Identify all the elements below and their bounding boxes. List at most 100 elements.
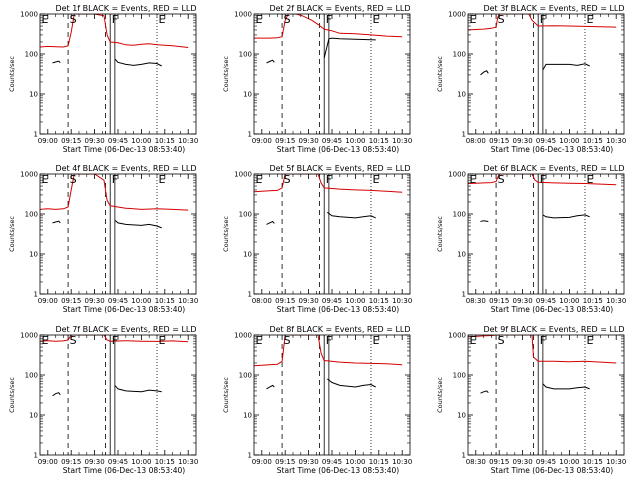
phase-marker: S (70, 334, 77, 347)
x-tick-label: 10:15 (583, 458, 603, 466)
plot-area (254, 14, 403, 134)
y-tick-label: 100 (25, 211, 38, 219)
phase-marker: E (256, 13, 263, 26)
x-tick-label: 10:15 (369, 137, 389, 145)
x-axis-label: Start Time (06-Dec-13 08:53:40) (63, 145, 185, 154)
y-tick-label: 1 (462, 291, 466, 299)
y-tick-label: 1000 (448, 11, 466, 19)
plot-area (468, 174, 617, 294)
x-axis-label: Start Time (06-Dec-13 08:53:40) (491, 145, 613, 154)
chart-title: Det 9f BLACK = Events, RED = LLD (483, 325, 624, 334)
x-tick-label: 10:30 (606, 458, 626, 466)
y-axis-label: Counts/sec (8, 377, 16, 413)
chart-title: Det 5f BLACK = Events, RED = LLD (269, 164, 410, 173)
x-tick-label: 09:15 (275, 297, 295, 305)
phase-marker: E (42, 173, 49, 186)
events-series-line (266, 384, 275, 390)
x-tick-label: 10:00 (559, 137, 579, 145)
x-tick-label: 09:30 (85, 458, 105, 466)
x-axis-label: Start Time (06-Dec-13 08:53:40) (63, 305, 185, 314)
events-series-line (327, 211, 376, 219)
x-tick-label: 10:30 (392, 137, 412, 145)
x-tick-label: 09:30 (299, 137, 319, 145)
chart-title: Det 6f BLACK = Events, RED = LLD (483, 164, 624, 173)
events-series-line (542, 63, 590, 71)
y-tick-label: 10 (29, 251, 38, 259)
chart-title: Det 1f BLACK = Events, RED = LLD (55, 4, 196, 13)
plot-frame (467, 334, 625, 456)
y-tick-label: 1000 (234, 11, 252, 19)
phase-marker: F (112, 173, 118, 186)
phase-marker: E (470, 334, 477, 347)
events-series-line (52, 392, 61, 397)
events-series-line (542, 383, 590, 390)
events-series-line (326, 378, 376, 388)
phase-marker: F (540, 334, 546, 347)
x-tick-label: 09:00 (38, 137, 58, 145)
chart-title: Det 8f BLACK = Events, RED = LLD (269, 325, 410, 334)
phase-marker: F (540, 13, 546, 26)
plot-area (468, 14, 617, 134)
x-tick-label: 09:45 (108, 458, 128, 466)
plot-area (254, 174, 403, 294)
plot-area (40, 14, 189, 134)
x-tick-label: 09:15 (61, 458, 81, 466)
y-tick-label: 1 (462, 131, 466, 139)
x-tick-label: 09:30 (299, 458, 319, 466)
y-tick-label: 1000 (234, 332, 252, 340)
y-tick-label: 100 (25, 51, 38, 59)
x-tick-label: 10:00 (345, 137, 365, 145)
x-tick-label: 10:30 (178, 297, 198, 305)
events-series-line (480, 390, 489, 394)
events-series-line (266, 59, 275, 64)
phase-marker: E (256, 173, 263, 186)
y-tick-label: 1 (248, 291, 252, 299)
x-tick-label: 10:30 (178, 458, 198, 466)
x-axis-label: Start Time (06-Dec-13 08:53:40) (277, 145, 399, 154)
x-tick-label: 09:45 (536, 137, 556, 145)
x-tick-label: 10:00 (345, 458, 365, 466)
y-axis-label: Counts/sec (436, 56, 444, 92)
phase-marker: E (373, 334, 380, 347)
y-tick-label: 100 (239, 51, 252, 59)
x-tick-label: 09:30 (513, 137, 533, 145)
y-axis-label: Counts/sec (8, 216, 16, 252)
x-tick-label: 09:45 (322, 137, 342, 145)
events-series-line (480, 70, 489, 76)
y-axis-label: Counts/sec (222, 216, 230, 252)
y-axis-label: Counts/sec (8, 56, 16, 92)
x-tick-label: 10:30 (392, 297, 412, 305)
x-tick-label: 10:15 (155, 137, 175, 145)
x-tick-label: 10:00 (131, 297, 151, 305)
y-tick-label: 10 (457, 412, 466, 420)
x-tick-label: 09:45 (322, 458, 342, 466)
phase-marker: S (70, 13, 77, 26)
plot-frame (253, 13, 411, 135)
y-tick-label: 10 (457, 91, 466, 99)
x-tick-label: 09:00 (252, 458, 272, 466)
x-tick-label: 09:00 (38, 297, 58, 305)
x-tick-label: 09:30 (513, 297, 533, 305)
x-tick-label: 09:15 (61, 297, 81, 305)
events-series-line (542, 214, 590, 219)
events-series-line (52, 60, 61, 64)
phase-marker: E (470, 13, 477, 26)
plot-area (40, 335, 189, 455)
lld-series-line (254, 174, 403, 193)
y-tick-label: 1 (462, 452, 466, 460)
events-series-line (323, 37, 376, 59)
x-tick-label: 10:30 (392, 458, 412, 466)
plot-area (468, 335, 617, 455)
x-tick-label: 10:15 (369, 458, 389, 466)
y-tick-label: 100 (239, 211, 252, 219)
y-tick-label: 1000 (20, 171, 38, 179)
y-tick-label: 100 (453, 51, 466, 59)
phase-marker: E (373, 173, 380, 186)
y-tick-label: 100 (25, 372, 38, 380)
phase-marker: F (326, 334, 332, 347)
